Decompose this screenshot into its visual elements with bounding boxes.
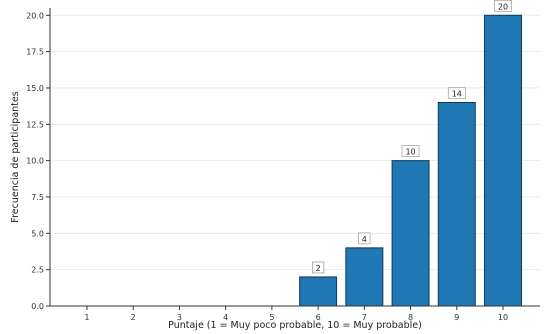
- data-label-text: 4: [362, 235, 367, 244]
- data-label-box: [312, 261, 325, 274]
- y-tick-label: 15.0: [26, 84, 44, 93]
- x-tick-label: 3: [177, 313, 182, 322]
- bar: [437, 101, 476, 307]
- data-label-text: 10: [405, 148, 415, 157]
- axes: [49, 8, 540, 307]
- data-label: 2: [312, 261, 325, 274]
- data-labels: 2 4 10 14 20: [312, 0, 512, 274]
- bar: [345, 247, 384, 307]
- y-tick-label: 20.0: [26, 11, 44, 20]
- data-label-text: 14: [452, 89, 462, 98]
- y-tick-label: 5.0: [31, 229, 44, 238]
- bar: [484, 14, 523, 307]
- data-label-text: 2: [316, 264, 321, 273]
- data-label-box: [447, 87, 466, 99]
- data-label-box: [358, 232, 371, 245]
- data-label-box: [401, 145, 420, 157]
- x-tick-label: 2: [131, 313, 136, 322]
- y-tick-label: 0.0: [31, 302, 44, 311]
- grid-lines: [50, 14, 540, 271]
- data-label: 10: [401, 145, 420, 157]
- x-tick-label: 4: [223, 313, 228, 322]
- y-tick-label: 17.5: [26, 48, 44, 57]
- data-label: 20: [494, 0, 512, 12]
- y-tick-label: 10.0: [26, 157, 44, 166]
- y-tick-label: 12.5: [26, 120, 44, 129]
- data-label-box: [494, 0, 512, 12]
- x-tick-label: 6: [316, 313, 321, 322]
- bar: [299, 276, 338, 307]
- data-label-text: 20: [498, 2, 508, 11]
- y-axis-label: Frecuencia de participantes: [10, 91, 21, 222]
- x-axis-label: Puntaje (1 = Muy poco probable, 10 = Muy…: [168, 320, 422, 331]
- bars: [299, 14, 523, 307]
- y-tick-label: 7.5: [31, 193, 44, 202]
- data-label: 4: [358, 232, 371, 245]
- x-tick-label: 10: [498, 313, 508, 322]
- x-tick-label: 1: [84, 313, 89, 322]
- y-ticks: 0.0 2.5 5.0 7.5 10.0 12.5 15.0 17.5 20.0: [26, 11, 50, 311]
- x-tick-label: 5: [269, 313, 274, 322]
- x-ticks: 1 2 3 4 5 6 7 8 9 10: [84, 306, 508, 322]
- x-tick-label: 9: [454, 313, 459, 322]
- x-tick-label: 8: [408, 313, 413, 322]
- y-tick-label: 2.5: [31, 266, 44, 275]
- data-label: 14: [447, 87, 466, 99]
- bar: [391, 160, 430, 307]
- x-tick-label: 7: [362, 313, 367, 322]
